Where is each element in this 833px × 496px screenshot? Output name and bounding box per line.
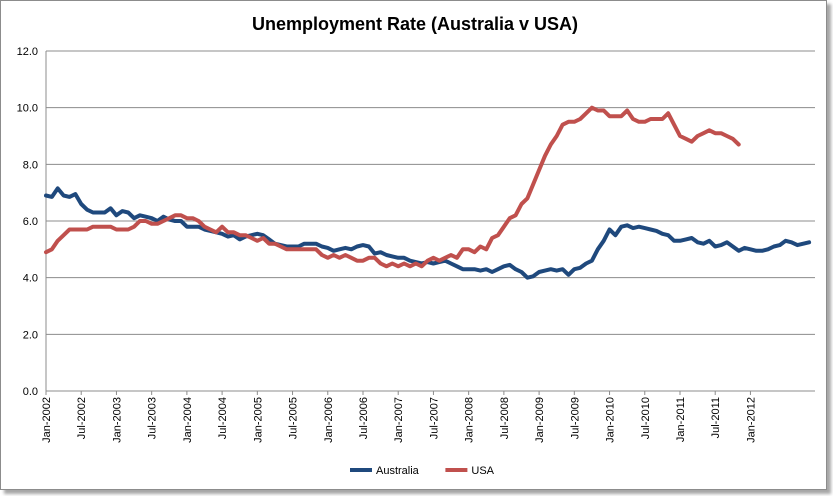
x-axis-ticks: Jan-2002 Jul-2002 Jan-2003 Jul-2003 Jan-2004… [41,391,757,443]
x-tick-label: Jan-2002 [41,397,53,443]
x-tick-label: Jan-2006 [323,397,335,443]
x-tick-label: Jan-2007 [393,397,405,443]
axes [45,51,815,392]
x-tick-label: Jul-2005 [288,397,300,439]
y-tick-label: 8.0 [23,159,38,171]
series-lines [44,105,812,280]
x-tick-label: Jan-2003 [111,397,123,443]
y-tick-label: 4.0 [23,273,38,285]
series-line-australia [44,186,812,280]
x-tick-label: Jul-2002 [76,397,88,439]
x-tick-label: Jan-2004 [182,397,194,443]
x-tick-label: Jan-2005 [252,397,264,443]
y-tick-label: 10.0 [17,103,38,115]
y-tick-label: 0.0 [23,386,38,398]
legend: Australia USA [350,465,495,477]
y-tick-label: 12.0 [17,46,38,58]
x-tick-label: Jul-2007 [428,397,440,439]
chart-title: Unemployment Rate (Australia v USA) [252,14,578,34]
y-tick-label: 6.0 [23,216,38,228]
x-tick-label: Jan-2010 [605,397,617,443]
x-tick-label: Jul-2004 [217,397,229,439]
legend-label-usa: USA [471,465,494,477]
x-tick-label: Jan-2008 [464,397,476,443]
x-tick-label: Jul-2011 [710,397,722,438]
x-tick-label: Jul-2006 [358,397,370,439]
y-axis-ticks: 0.0 2.0 4.0 6.0 8.0 10.0 12.0 [17,46,38,398]
y-tick-label: 2.0 [23,329,38,341]
x-tick-label: Jan-2009 [534,397,546,443]
x-tick-label: Jul-2009 [569,397,581,439]
x-tick-label: Jul-2003 [147,397,159,439]
gridlines [46,50,815,335]
x-tick-label: Jul-2010 [640,397,652,439]
series-line-usa [44,105,741,269]
legend-label-australia: Australia [376,465,420,477]
x-tick-label: Jan-2011 [675,397,687,442]
x-tick-label: Jan-2012 [745,397,757,443]
x-tick-label: Jul-2008 [499,397,511,439]
